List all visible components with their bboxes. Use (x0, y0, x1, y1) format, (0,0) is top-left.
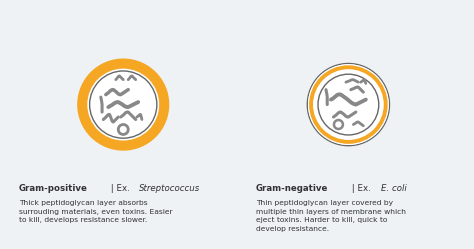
Ellipse shape (308, 64, 389, 145)
Text: Gram-negative: Gram-negative (256, 184, 328, 193)
Text: Gram-positive: Gram-positive (19, 184, 88, 193)
Ellipse shape (313, 69, 384, 140)
Ellipse shape (90, 71, 157, 138)
Text: | Ex.: | Ex. (349, 184, 374, 193)
Ellipse shape (77, 59, 169, 151)
Text: Thin peptidoglycan layer covered by
multiple thin layers of membrane which
eject: Thin peptidoglycan layer covered by mult… (256, 200, 406, 232)
Text: Streptococcus: Streptococcus (139, 184, 201, 193)
Ellipse shape (87, 69, 159, 140)
Text: Thick peptidoglycan layer absorbs
surrouding materials, even toxins. Easier
to k: Thick peptidoglycan layer absorbs surrou… (19, 200, 173, 223)
Text: | Ex.: | Ex. (108, 184, 132, 193)
Text: E. coli: E. coli (381, 184, 407, 193)
Ellipse shape (318, 74, 379, 135)
